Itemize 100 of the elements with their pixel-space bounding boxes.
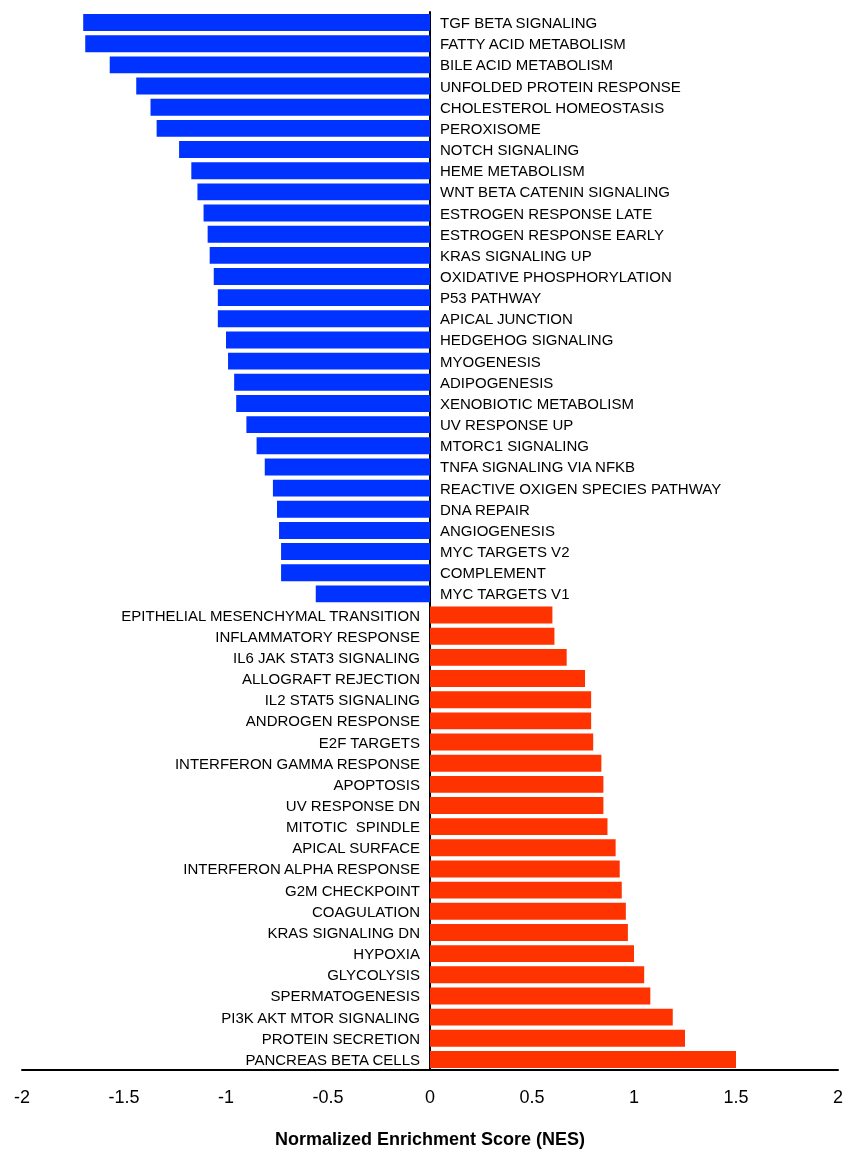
bar [109, 56, 430, 74]
y-tick-label: ESTROGEN RESPONSE EARLY [440, 225, 664, 243]
bar [197, 183, 430, 201]
bar [430, 1029, 685, 1047]
bar [430, 902, 626, 920]
y-tick-label: WNT BETA CATENIN SIGNALING [440, 183, 671, 201]
bar [226, 331, 430, 349]
y-tick-label: OXIDATIVE PHOSPHORYLATION [440, 268, 672, 285]
bar [430, 945, 634, 963]
bar [217, 310, 430, 328]
bar [264, 458, 430, 476]
y-tick-label: COMPLEMENT [440, 564, 546, 582]
y-tick-label: PROTEIN SECRETION [261, 1029, 420, 1047]
x-tick-label: -0.5 [312, 1087, 344, 1107]
bar [156, 119, 430, 137]
y-tick-label: GLYCOLYSIS [327, 966, 420, 984]
y-tick-label: INFLAMMATORY RESPONSE [215, 627, 420, 645]
y-tick-label: NOTCH SIGNALING [440, 141, 580, 159]
bar [203, 204, 430, 222]
bar [430, 839, 616, 857]
bar [83, 14, 430, 32]
y-tick-label: TGF BETA SIGNALING [440, 14, 598, 32]
bar [150, 98, 430, 116]
y-tick-label: DNA REPAIR [440, 500, 530, 518]
y-tick-label: MYOGENESIS [440, 352, 541, 370]
bar [430, 1050, 736, 1068]
bar [430, 627, 555, 645]
y-tick-label: COAGULATION [311, 902, 420, 920]
bar [430, 860, 620, 878]
y-tick-label: MYC TARGETS V1 [440, 585, 570, 603]
y-tick-label: HEDGEHOG SIGNALING [440, 331, 614, 349]
y-tick-label: UNFOLDED PROTEIN RESPONSE [440, 77, 681, 95]
bar [209, 246, 430, 264]
bar [430, 648, 567, 666]
bar [430, 691, 592, 709]
x-tick-label: 1 [628, 1087, 640, 1107]
bar [430, 881, 622, 899]
y-tick-label: MTORC1 SIGNALING [440, 437, 589, 455]
x-axis-title: Normalized Enrichment Score (NES) [274, 1129, 586, 1149]
bar [281, 543, 430, 561]
y-tick-label: P53 PATHWAY [440, 289, 542, 307]
bar [217, 289, 430, 307]
y-tick-label: MYC TARGETS V2 [440, 543, 570, 561]
bar [430, 987, 651, 1005]
bar [430, 797, 604, 814]
y-tick-label: UV RESPONSE DN [285, 797, 420, 814]
bar [85, 35, 430, 53]
bar [430, 606, 553, 624]
bar [430, 924, 628, 941]
bar [236, 395, 430, 412]
y-tick-label: ALLOGRAFT REJECTION [241, 670, 420, 688]
y-tick-label: APOPTOSIS [333, 775, 420, 793]
x-tick-label: 2 [832, 1087, 844, 1107]
bar [279, 521, 430, 539]
y-tick-label: FATTY ACID METABOLISM [440, 35, 626, 53]
bar [430, 733, 594, 751]
y-tick-label: TNFA SIGNALING VIA NFKB [440, 458, 636, 476]
x-tick-label: -1 [217, 1087, 235, 1107]
bar [430, 754, 602, 772]
bar [430, 670, 586, 687]
y-tick-label: APICAL JUNCTION [440, 310, 573, 328]
y-tick-label: XENOBIOTIC METABOLISM [440, 394, 634, 412]
y-tick-label: KRAS SIGNALING DN [267, 923, 420, 941]
y-tick-label: IL2 STAT5 SIGNALING [264, 691, 420, 709]
y-tick-label: EPITHELIAL MESENCHYMAL TRANSITION [121, 606, 420, 624]
y-tick-label: HYPOXIA [353, 945, 420, 963]
y-tick-label: MITOTIC SPINDLE [286, 818, 420, 836]
y-tick-label: UV RESPONSE UP [440, 416, 574, 434]
y-tick-label: INTERFERON GAMMA RESPONSE [174, 754, 420, 772]
y-tick-label: INTERFERON ALPHA RESPONSE [183, 860, 420, 878]
bar [277, 500, 430, 518]
y-tick-label: PANCREAS BETA CELLS [245, 1050, 420, 1068]
y-tick-label: ESTROGEN RESPONSE LATE [440, 204, 653, 222]
bar [281, 564, 430, 582]
y-tick-label: E2F TARGETS [318, 733, 420, 751]
x-tick-label: 0.5 [519, 1087, 545, 1107]
bar [191, 162, 430, 180]
y-tick-label: PEROXISOME [440, 119, 541, 137]
y-tick-label: REACTIVE OXIGEN SPECIES PATHWAY [440, 479, 722, 497]
y-tick-label: APICAL SURFACE [292, 839, 420, 857]
x-tick-label: -2 [13, 1087, 31, 1107]
bar [228, 352, 430, 370]
y-tick-label: ADIPOGENESIS [440, 373, 554, 391]
bar [430, 818, 608, 836]
bar [272, 479, 430, 497]
y-tick-label: BILE ACID METABOLISM [440, 56, 614, 74]
y-tick-label: ANDROGEN RESPONSE [245, 712, 420, 730]
bar [234, 373, 430, 391]
bar [213, 268, 430, 285]
bar [430, 775, 604, 793]
bar [256, 437, 430, 455]
y-tick-label: HEME METABOLISM [440, 162, 585, 180]
bar [430, 1008, 673, 1026]
bar [430, 712, 592, 730]
y-tick-label: CHOLESTEROL HOMEOSTASIS [440, 98, 665, 116]
y-tick-label: G2M CHECKPOINT [284, 881, 420, 899]
bar [430, 966, 645, 984]
x-tick-label: 1.5 [723, 1087, 749, 1107]
bar [246, 416, 430, 434]
y-tick-label: PI3K AKT MTOR SIGNALING [221, 1008, 420, 1026]
